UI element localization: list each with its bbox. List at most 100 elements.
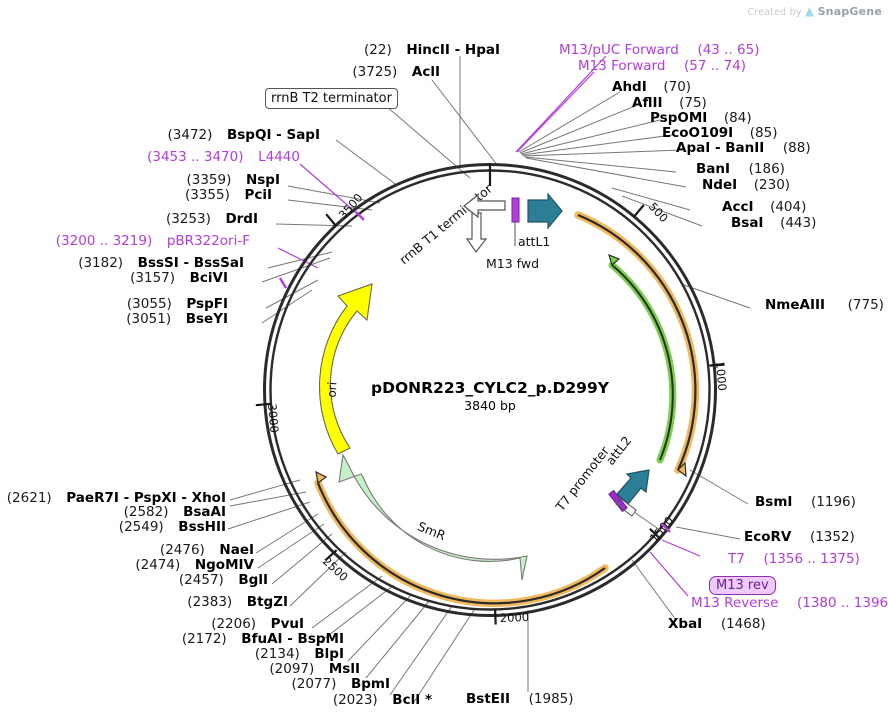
rrnb-t2-terminator-label[interactable]: rrnB T2 terminator xyxy=(265,87,398,109)
label-drdi[interactable]: (3253) DrdI xyxy=(20,211,258,227)
label-bgli[interactable]: (2457) BglI xyxy=(0,572,268,588)
label-enzyme: BglI xyxy=(238,572,268,588)
label-position: (1468) xyxy=(720,616,766,632)
label-enzyme: NspI xyxy=(245,172,280,188)
smr-feature: SmR xyxy=(338,453,528,581)
label-naei[interactable]: (2476) NaeI xyxy=(0,543,254,558)
left-primer-marks xyxy=(278,211,365,289)
label-enzyme: BlpI xyxy=(314,646,344,662)
label-enzyme: AflII xyxy=(632,95,663,111)
svg-text:M13 fwd: M13 fwd xyxy=(486,256,539,271)
label-l4440-primer[interactable]: (3453 .. 3470) L4440 xyxy=(20,150,300,165)
m13-fwd-primer-feature: M13 fwd xyxy=(486,197,539,271)
svg-text:attL1: attL1 xyxy=(518,234,550,249)
label-btgzi[interactable]: (2383) BtgZI xyxy=(0,594,288,610)
svg-text:ori: ori xyxy=(324,381,339,398)
label-bani[interactable]: BanI (186) xyxy=(696,161,785,177)
label-t7-primer[interactable]: T7 (1356 .. 1375) xyxy=(728,551,860,567)
label-position: (70) xyxy=(663,79,692,95)
label-enzyme: BsmI xyxy=(755,494,793,510)
label-enzyme: NgoMIV xyxy=(194,557,254,573)
label-bstell[interactable]: BstEII (1985) xyxy=(466,691,574,707)
tick-marks xyxy=(255,164,725,625)
label-pcii[interactable]: (3355) PciI xyxy=(20,188,272,203)
label-position: (3472) xyxy=(167,127,213,143)
label-nspi[interactable]: (3359) NspI xyxy=(20,172,280,188)
label-acci[interactable]: AccI (404) xyxy=(722,200,806,215)
primer-range: (1356 .. 1375) xyxy=(763,551,860,567)
label-ngomiv[interactable]: (2474) NgoMIV xyxy=(0,557,254,573)
label-bsmi[interactable]: BsmI (1196) xyxy=(755,494,856,510)
label-enzyme: HincII - HpaI xyxy=(406,42,500,58)
label-m13-forward[interactable]: M13 Forward (57 .. 74) xyxy=(578,58,747,74)
label-position: (186) xyxy=(748,161,785,177)
label-pspfi[interactable]: (3055) PspFI xyxy=(10,297,228,312)
label-bpmi[interactable]: (2077) BpmI xyxy=(0,676,390,692)
label-xbai[interactable]: XbaI (1468) xyxy=(668,616,766,632)
label-position: (2134) xyxy=(254,646,300,662)
label-bseyi[interactable]: (3051) BseYI xyxy=(10,312,228,327)
primer-range: (1380 .. 1396) xyxy=(796,595,888,611)
label-enzyme: ApaI - BanII xyxy=(676,140,765,156)
label-m13-puc-forward[interactable]: M13/pUC Forward (43 .. 65) xyxy=(559,42,760,58)
label-m13-reverse[interactable]: M13 Reverse (1380 .. 1396) xyxy=(691,595,888,611)
label-ndei[interactable]: NdeI (230) xyxy=(702,177,790,193)
label-enzyme: PspOMI xyxy=(650,110,708,126)
label-bsaai[interactable]: (2582) BsaAI xyxy=(0,505,226,520)
label-paer7i-pspxi-xhoi[interactable]: (2621) PaeR7I - PspXI - XhoI xyxy=(0,490,226,506)
label-bfuai-bspmi[interactable]: (2172) BfuAI - BspMI xyxy=(0,632,344,647)
label-position: (85) xyxy=(749,125,778,141)
label-pbr322ori-f-primer[interactable]: (3200 .. 3219) pBR322ori-F xyxy=(10,233,250,249)
primer-range: (43 .. 65) xyxy=(697,42,760,58)
label-position: (3725) xyxy=(352,64,398,80)
label-ahdi[interactable]: AhdI (70) xyxy=(612,79,692,95)
label-enzyme: PaeR7I - PspXI - XhoI xyxy=(66,490,226,506)
m13-rev-label[interactable]: M13 rev xyxy=(709,574,776,595)
label-bcivi[interactable]: (3157) BciVI xyxy=(10,270,228,286)
label-pspomi[interactable]: PspOMI (84) xyxy=(650,110,752,126)
label-acli[interactable]: (3725) AclI xyxy=(160,64,440,80)
label-bspqi-sapi[interactable]: (3472) BspQI - SapI xyxy=(20,127,321,143)
label-bcli[interactable]: (2023) BclI * xyxy=(0,693,432,708)
label-aflii[interactable]: AflII (75) xyxy=(632,95,707,111)
label-bsai[interactable]: BsaI (443) xyxy=(731,216,816,231)
label-ecoo109i[interactable]: EcoO109I (85) xyxy=(662,125,778,141)
label-apai-banii[interactable]: ApaI - BanII (88) xyxy=(676,140,811,156)
label-msli[interactable]: (2097) MslI xyxy=(0,661,360,677)
label-position: (1985) xyxy=(528,691,574,707)
svg-text:1000: 1000 xyxy=(713,361,729,391)
label-bsssi-bsssai[interactable]: (3182) BssSI - BssSaI xyxy=(10,256,244,271)
label-hincii-hpai[interactable]: (22) HincII - HpaI xyxy=(160,42,500,58)
label-enzyme: NdeI xyxy=(702,177,738,193)
label-enzyme: BpmI xyxy=(350,676,390,692)
label-enzyme: BspQI - SapI xyxy=(226,127,320,143)
label-enzyme: BtgZI xyxy=(246,594,288,610)
label-enzyme: DrdI xyxy=(225,211,258,227)
label-enzyme: AclI xyxy=(411,64,440,80)
label-ecorv[interactable]: EcoRV (1352) xyxy=(744,529,855,545)
snapgene-logo-icon: ▲ xyxy=(804,4,815,18)
label-position: (2206) xyxy=(211,616,257,632)
label-position: (2097) xyxy=(269,661,315,677)
label-enzyme: BssHII xyxy=(178,519,226,535)
rrnb-t2-terminator-feature xyxy=(463,193,506,219)
label-bsshii[interactable]: (2549) BssHII xyxy=(0,519,226,535)
label-position: (3253) xyxy=(165,211,211,227)
svg-text:1500: 1500 xyxy=(647,514,677,545)
label-enzyme: BciVI xyxy=(189,270,228,286)
primer-name: pBR322ori-F xyxy=(166,233,250,249)
label-pvui[interactable]: (2206) PvuI xyxy=(0,616,304,632)
svg-text:3000: 3000 xyxy=(265,403,281,433)
label-enzyme: BanI xyxy=(696,161,731,177)
label-nmeaiii[interactable]: NmeAIII (775) xyxy=(765,297,884,313)
primer-range: (57 .. 74) xyxy=(684,58,747,74)
primer-name: M13/pUC Forward xyxy=(559,42,679,58)
label-blpi[interactable]: (2134) BlpI xyxy=(0,646,344,662)
label-position: (1352) xyxy=(809,529,855,545)
plasmid-title: pDONR223_CYLC2_p.D299Y xyxy=(371,379,609,397)
label-enzyme: NmeAIII xyxy=(765,297,826,313)
svg-text:2000: 2000 xyxy=(500,610,530,625)
watermark-prefix: Created by xyxy=(747,7,802,18)
